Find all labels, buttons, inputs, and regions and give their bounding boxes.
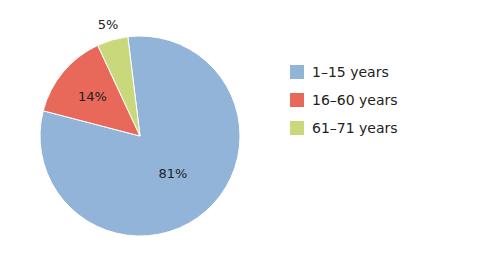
data-label: 81%	[158, 166, 187, 181]
legend-label: 61–71 years	[312, 120, 398, 136]
slices	[40, 36, 240, 236]
pie-slice	[40, 36, 240, 236]
chart-svg: 81% 14% 5% 1–15 years 16–60 years 61–71 years	[0, 0, 500, 259]
data-label: 14%	[78, 89, 107, 104]
legend-swatch	[290, 93, 304, 107]
legend-swatch	[290, 121, 304, 135]
data-label: 5%	[98, 17, 119, 32]
slice-labels: 81% 14% 5%	[78, 17, 187, 181]
legend-swatch	[290, 65, 304, 79]
legend-label: 1–15 years	[312, 64, 389, 80]
legend-label: 16–60 years	[312, 92, 398, 108]
pie-slice	[98, 37, 140, 136]
legend: 1–15 years 16–60 years 61–71 years	[290, 64, 398, 136]
chart-container: 81% 14% 5% 1–15 years 16–60 years 61–71 years	[0, 0, 500, 259]
